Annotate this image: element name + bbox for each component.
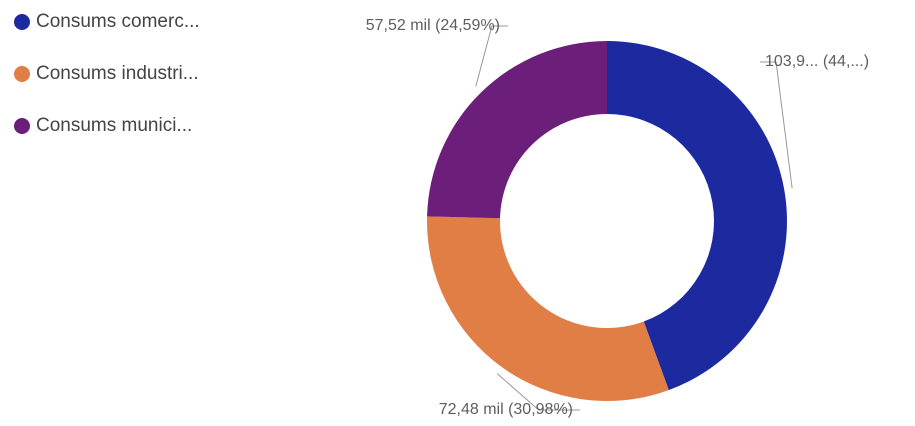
legend-marker: [14, 14, 30, 30]
data-label: 57,52 mil (24,59%): [366, 17, 500, 34]
legend-label: Consums comerc...: [36, 11, 200, 32]
legend-marker: [14, 118, 30, 134]
data-label: 103,9... (44,...): [765, 53, 869, 70]
legend-marker: [14, 66, 30, 82]
leader-line: [496, 373, 580, 411]
legend-label: Consums munici...: [36, 115, 192, 136]
donut-slice: [427, 41, 607, 219]
leader-line: [475, 25, 508, 87]
donut-slice: [427, 216, 669, 401]
leader-line: [760, 61, 793, 189]
legend-label: Consums industri...: [36, 63, 199, 84]
data-label: 72,48 mil (30,98%): [439, 401, 573, 418]
donut-slice: [607, 41, 787, 391]
